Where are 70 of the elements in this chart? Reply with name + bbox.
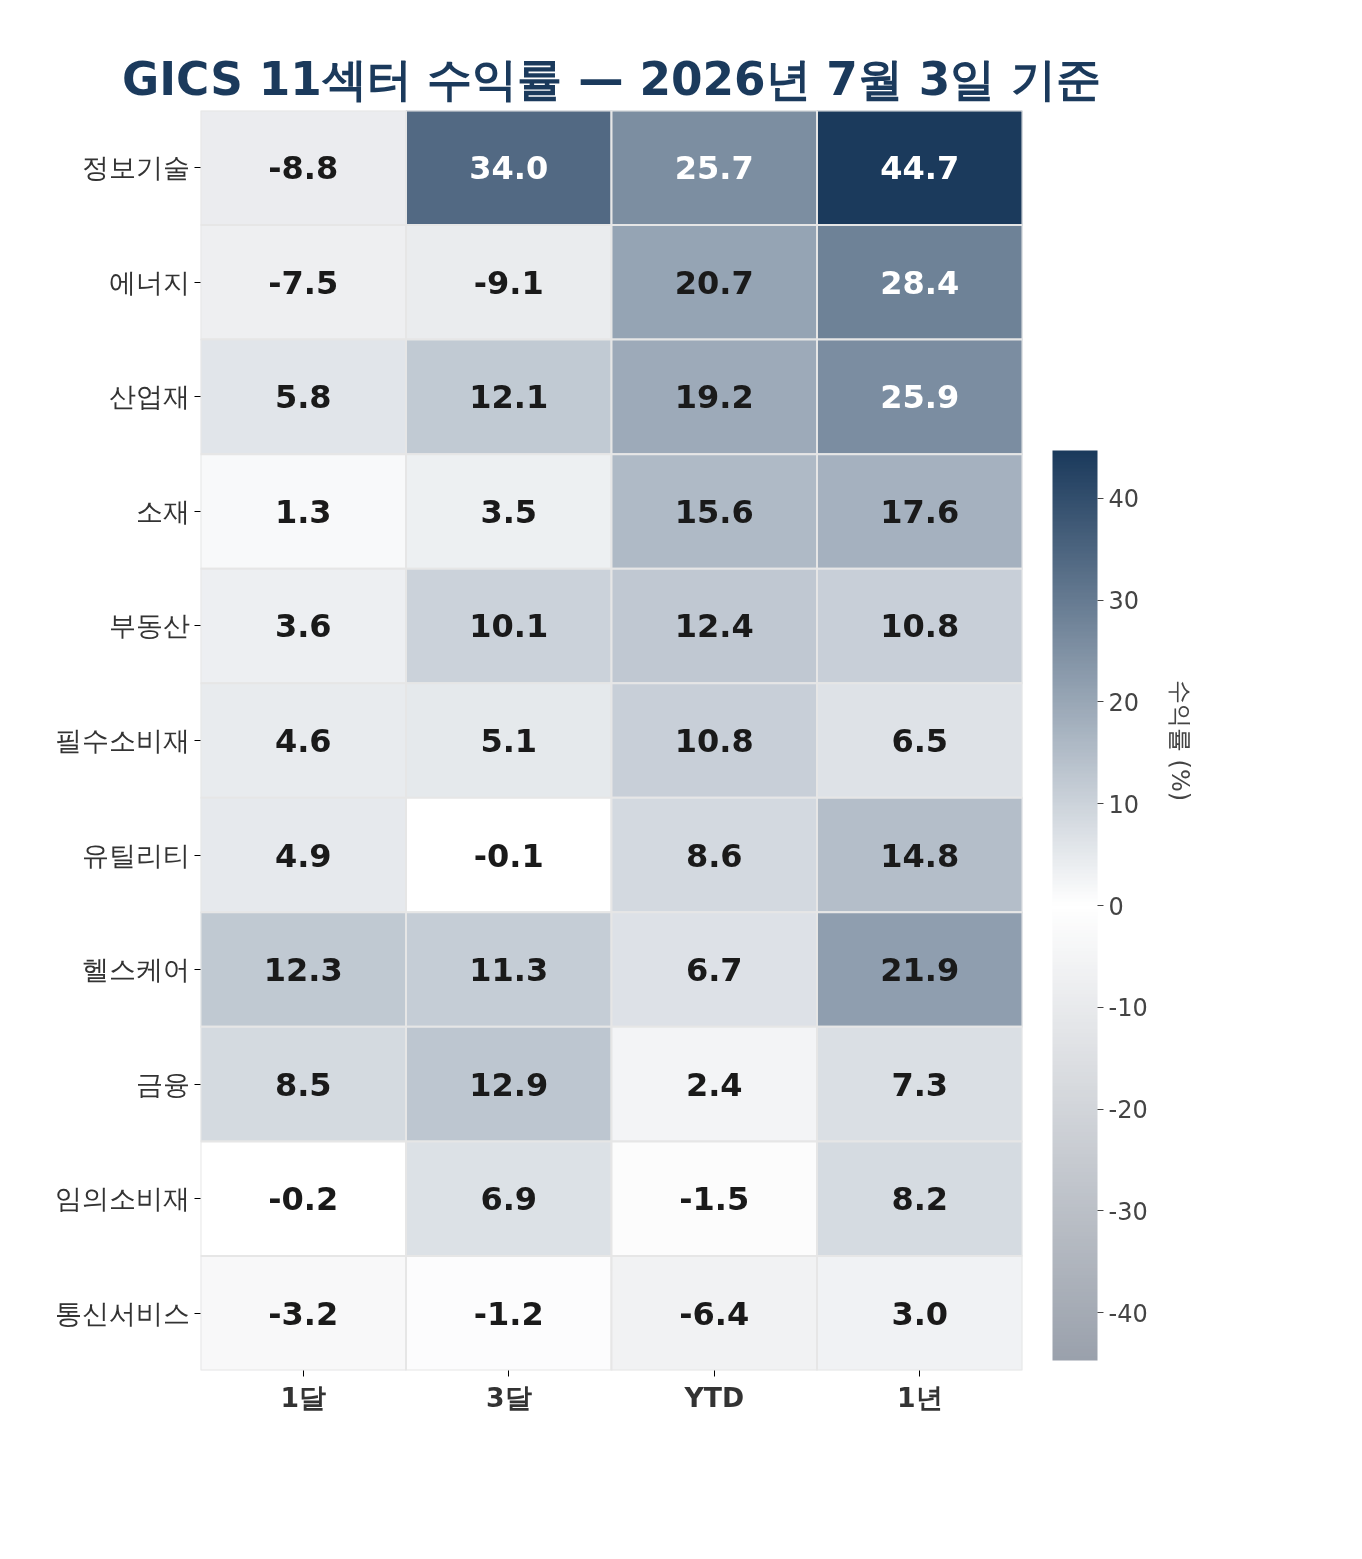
color-bar-label: 30 [1108, 587, 1140, 616]
y-tick-label: 소재 [135, 495, 190, 527]
color-bar-label: -40 [1108, 1299, 1148, 1328]
chart-title: GICS 11섹터 수익률 — 2026년 7월 3일 기준 [122, 52, 1101, 106]
data-label: 6.5 [891, 722, 949, 760]
data-label: 6.9 [480, 1180, 538, 1219]
color-bar-label: 10 [1108, 790, 1140, 819]
y-tick-label: 산업재 [108, 381, 190, 413]
data-label: 8.6 [685, 836, 743, 875]
x-tick-label: YTD [683, 1381, 745, 1413]
data-label: -1.5 [679, 1180, 750, 1219]
y-tick-label: 유틸리티 [81, 839, 190, 871]
data-label: 10.1 [469, 607, 549, 646]
y-tick-label: 임의소비재 [54, 1183, 190, 1215]
data-label: -0.1 [473, 836, 544, 875]
data-label: 8.5 [274, 1065, 332, 1104]
data-label: 3.5 [480, 492, 538, 531]
data-label: 1.3 [274, 492, 332, 531]
data-label: 7.3 [891, 1065, 949, 1104]
data-label: 12.1 [469, 378, 549, 417]
data-label: 34.0 [469, 149, 549, 188]
y-tick-label: 통신서비스 [54, 1297, 190, 1329]
data-label: -8.8 [268, 149, 339, 188]
color-bar-label: -10 [1108, 994, 1148, 1023]
y-tick-label: 금융 [135, 1068, 190, 1100]
data-label: 44.7 [880, 149, 960, 188]
color-bar-label: -20 [1108, 1096, 1148, 1125]
color-bar-title: 수익률 (%) [1165, 679, 1194, 802]
data-label: -6.4 [679, 1294, 750, 1333]
data-label: 21.9 [880, 951, 960, 990]
y-tick-label: 부동산 [108, 610, 190, 642]
data-label: 12.4 [674, 607, 754, 646]
data-label: -0.2 [268, 1180, 339, 1219]
data-label: 8.2 [891, 1180, 949, 1219]
x-tick-label: 1년 [896, 1381, 943, 1413]
x-tick-label: 1달 [280, 1381, 327, 1413]
data-label: 25.7 [674, 149, 754, 188]
data-label: 28.4 [880, 263, 960, 302]
data-label: 25.9 [880, 378, 960, 417]
data-label: 15.6 [674, 492, 754, 531]
data-label: 6.7 [685, 951, 743, 990]
data-label: 20.7 [674, 263, 754, 302]
data-label: -1.2 [473, 1294, 544, 1333]
data-label: 14.8 [880, 836, 960, 875]
data-label: 10.8 [674, 722, 754, 760]
y-tick-label: 정보기술 [81, 152, 190, 184]
data-label: 11.3 [469, 951, 549, 990]
y-tick-label: 에너지 [108, 266, 190, 298]
data-label: 2.4 [685, 1065, 743, 1104]
data-label: 5.1 [480, 722, 538, 760]
data-label: 12.9 [469, 1065, 549, 1104]
data-label: -3.2 [268, 1294, 339, 1333]
data-label: 4.9 [274, 836, 332, 875]
color-bar-label: 40 [1108, 485, 1140, 514]
color-bar-label: 20 [1108, 688, 1140, 717]
data-label: -9.1 [473, 263, 544, 302]
x-tick-label: 3달 [485, 1381, 532, 1413]
data-label: 12.3 [263, 951, 343, 990]
color-bar-label: 0 [1108, 892, 1124, 921]
data-label: 5.8 [274, 378, 332, 417]
color-bar-label: -30 [1108, 1197, 1148, 1226]
data-label: -7.5 [268, 263, 339, 302]
y-tick-label: 필수소비재 [54, 725, 190, 756]
data-label: 3.0 [891, 1294, 949, 1333]
y-tick-label: 헬스케어 [81, 954, 190, 986]
data-label: 3.6 [274, 607, 332, 646]
data-label: 19.2 [674, 378, 754, 417]
data-label: 10.8 [880, 607, 960, 646]
data-label: 4.6 [274, 722, 332, 760]
data-label: 17.6 [880, 492, 960, 531]
